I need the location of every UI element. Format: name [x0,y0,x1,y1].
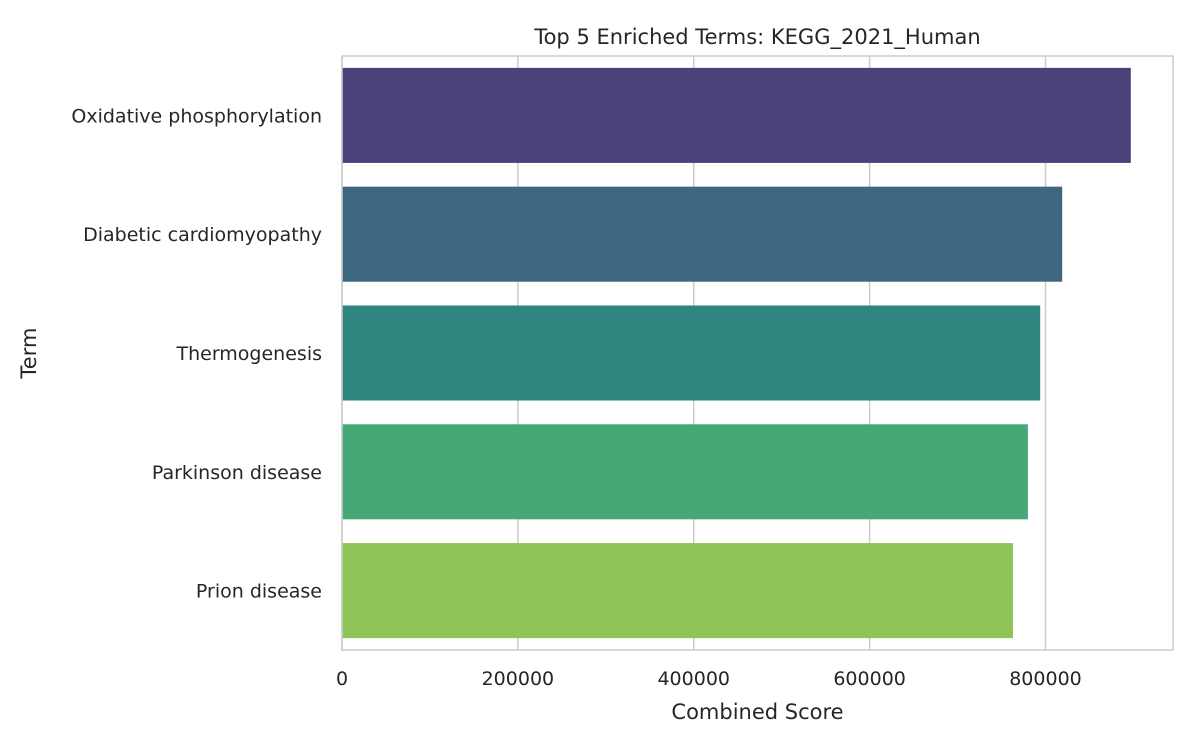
y-category-label: Oxidative phosphorylation [71,105,322,127]
bars [342,67,1131,639]
x-tick-label: 800000 [1009,668,1082,690]
chart-title: Top 5 Enriched Terms: KEGG_2021_Human [533,25,980,50]
x-tick-labels: 0 200000 400000 600000 800000 [336,668,1082,690]
x-tick-label: 200000 [482,668,555,690]
y-category-label: Diabetic cardiomyopathy [83,224,322,246]
x-tick-label: 400000 [657,668,730,690]
bar [342,305,1041,401]
x-tick-label: 0 [336,668,348,690]
bar [342,67,1131,163]
bar [342,543,1013,639]
plot-frame [341,55,1174,651]
y-category-label: Prion disease [196,581,322,603]
y-category-labels: Oxidative phosphorylation Diabetic cardio… [71,105,322,602]
y-axis-title: Term [17,328,41,380]
bar [342,186,1063,282]
x-tick-label: 600000 [833,668,906,690]
bar [342,424,1028,520]
x-axis-title: Combined Score [671,700,843,724]
y-category-label: Thermogenesis [175,343,322,365]
y-category-label: Parkinson disease [152,462,322,484]
